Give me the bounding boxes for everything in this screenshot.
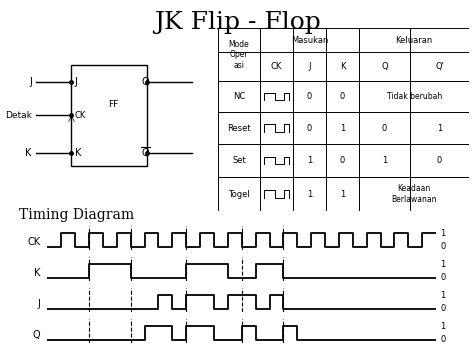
Text: 1: 1 [307, 156, 312, 165]
Text: Keluaran: Keluaran [395, 36, 433, 45]
Text: 1: 1 [307, 190, 312, 199]
Text: Masukan: Masukan [291, 36, 328, 45]
Text: Togel: Togel [228, 190, 250, 199]
Text: CK: CK [74, 111, 86, 120]
Text: 1: 1 [440, 322, 446, 331]
Text: 1: 1 [382, 156, 387, 165]
Text: 1: 1 [340, 124, 345, 133]
Text: 0: 0 [307, 92, 312, 101]
Text: 1: 1 [340, 190, 345, 199]
Text: J: J [308, 62, 311, 71]
Text: Keadaan
Berlawanan: Keadaan Berlawanan [392, 184, 437, 204]
Text: Set: Set [232, 156, 246, 165]
Text: JK Flip - Flop: JK Flip - Flop [154, 11, 320, 33]
Text: Reset: Reset [227, 124, 251, 133]
Text: K: K [26, 149, 32, 158]
Bar [72, 65, 146, 166]
Text: CK: CK [27, 237, 40, 247]
Text: 1: 1 [437, 124, 442, 133]
Text: Detak: Detak [5, 111, 32, 120]
Text: 1: 1 [440, 229, 446, 238]
Text: K: K [340, 62, 345, 71]
Text: NC: NC [233, 92, 245, 101]
Text: FF: FF [108, 100, 118, 109]
Text: CK: CK [271, 62, 282, 71]
Text: Mode
Oper
asi: Mode Oper asi [228, 40, 249, 70]
Text: 0: 0 [340, 156, 345, 165]
Text: 0: 0 [382, 124, 387, 133]
Text: J: J [29, 77, 32, 87]
Text: 0: 0 [437, 156, 442, 165]
Text: 0: 0 [340, 92, 345, 101]
Text: K: K [74, 149, 81, 158]
Text: K: K [34, 268, 40, 278]
Text: Q: Q [141, 149, 149, 158]
Text: 0: 0 [440, 274, 446, 282]
Text: 0: 0 [307, 124, 312, 133]
Text: J: J [37, 299, 40, 309]
Text: Timing Diagram: Timing Diagram [19, 208, 134, 222]
Text: Q: Q [381, 62, 388, 71]
Text: 0: 0 [440, 243, 446, 251]
Text: 0: 0 [440, 335, 446, 344]
Text: Q': Q' [435, 62, 444, 71]
Text: Tidak berubah: Tidak berubah [386, 92, 442, 101]
Text: 0: 0 [440, 304, 446, 313]
Text: J: J [74, 77, 77, 87]
Text: 1: 1 [440, 260, 446, 269]
Text: Q: Q [141, 77, 149, 87]
Text: Q: Q [33, 330, 40, 340]
Text: 1: 1 [440, 291, 446, 300]
